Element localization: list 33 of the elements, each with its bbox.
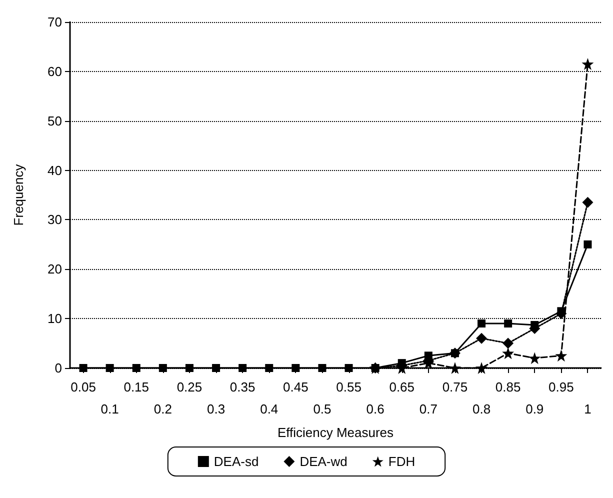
y-tick-label: 70 xyxy=(48,14,62,30)
x-tick-label: 0.4 xyxy=(260,402,278,416)
y-axis-title: Frequency xyxy=(11,164,26,226)
x-tick-label: 0.3 xyxy=(206,402,226,416)
x-tick-label: 0.05 xyxy=(70,380,96,394)
legend-label: FDH xyxy=(388,454,416,469)
y-tick-label: 30 xyxy=(48,212,62,228)
x-tick-label: 0.75 xyxy=(442,380,468,394)
x-tick-label: 0.25 xyxy=(176,380,202,394)
legend-label: DEA-wd xyxy=(300,454,348,469)
x-tick-label: 0.5 xyxy=(313,402,332,416)
x-tick-label: 0.55 xyxy=(336,380,362,394)
x-tick-label: 0.1 xyxy=(100,402,119,416)
x-tick-label: 0.6 xyxy=(366,402,384,416)
y-tick-label: 50 xyxy=(48,113,62,128)
y-tick-label: 10 xyxy=(48,311,62,326)
x-tick-label: 0.2 xyxy=(154,402,172,416)
x-tick-label: 1 xyxy=(584,402,592,416)
x-tick-label: 0.15 xyxy=(124,380,150,394)
x-tick-label: 0.9 xyxy=(526,402,544,416)
x-tick-label: 0.65 xyxy=(389,380,415,394)
y-tick-label: 40 xyxy=(48,162,62,178)
y-tick-label: 60 xyxy=(48,64,62,79)
x-tick-label: 0.85 xyxy=(495,380,521,394)
x-axis-title: Efficiency Measures xyxy=(277,425,394,440)
x-tick-label: 0.45 xyxy=(283,380,308,394)
x-tick-label: 0.95 xyxy=(548,380,574,394)
x-tick-label: 0.7 xyxy=(419,402,438,416)
x-tick-label: 0.8 xyxy=(472,402,491,416)
y-tick-label: 20 xyxy=(48,262,62,277)
legend-label: DEA-sd xyxy=(214,454,259,469)
y-tick-label: 0 xyxy=(54,360,62,376)
x-tick-label: 0.35 xyxy=(230,380,256,394)
